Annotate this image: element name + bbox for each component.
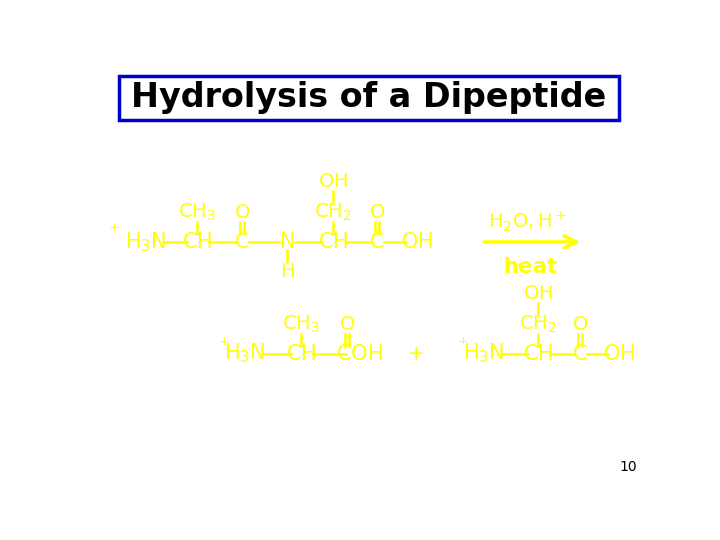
Text: $\mathregular{O}$: $\mathregular{O}$ — [234, 203, 250, 222]
Text: $\mathregular{CH_2}$: $\mathregular{CH_2}$ — [519, 314, 557, 335]
Text: $\mathregular{H_3N}$: $\mathregular{H_3N}$ — [463, 342, 504, 366]
Text: $\mathregular{CH}$: $\mathregular{CH}$ — [182, 232, 212, 252]
Text: $\mathregular{CH}$: $\mathregular{CH}$ — [523, 343, 553, 363]
Text: $\mathregular{CH_2}$: $\mathregular{CH_2}$ — [315, 202, 352, 224]
Text: $\mathbf{heat}$: $\mathbf{heat}$ — [503, 256, 557, 276]
Text: $^+$: $^+$ — [455, 335, 469, 353]
Text: $\mathregular{C}$: $\mathregular{C}$ — [234, 232, 250, 252]
Text: $\mathregular{OH}$: $\mathregular{OH}$ — [318, 172, 348, 191]
Text: Hydrolysis of a Dipeptide: Hydrolysis of a Dipeptide — [131, 82, 607, 114]
Text: $+$: $+$ — [406, 343, 425, 363]
Text: $^+$: $^+$ — [107, 222, 120, 240]
Text: $\mathregular{OH}$: $\mathregular{OH}$ — [523, 284, 553, 303]
Text: $\mathregular{COH}$: $\mathregular{COH}$ — [336, 343, 383, 363]
Text: $\mathregular{H_3N}$: $\mathregular{H_3N}$ — [225, 342, 266, 366]
Text: $\mathregular{O}$: $\mathregular{O}$ — [369, 203, 385, 222]
FancyBboxPatch shape — [120, 76, 618, 120]
Text: $\mathregular{CH}$: $\mathregular{CH}$ — [286, 343, 316, 363]
Text: $\mathregular{CH_3}$: $\mathregular{CH_3}$ — [178, 202, 216, 224]
Text: $\mathregular{CH_3}$: $\mathregular{CH_3}$ — [282, 314, 320, 335]
Text: $^+$: $^+$ — [217, 335, 230, 353]
Text: $\mathregular{N}$: $\mathregular{N}$ — [279, 232, 294, 252]
Text: $\mathregular{OH}$: $\mathregular{OH}$ — [401, 232, 433, 252]
Text: $\mathregular{OH}$: $\mathregular{OH}$ — [603, 343, 634, 363]
Text: $\mathregular{O}$: $\mathregular{O}$ — [339, 315, 356, 334]
Text: $\mathregular{CH}$: $\mathregular{CH}$ — [318, 232, 348, 252]
Text: $\mathregular{H_3N}$: $\mathregular{H_3N}$ — [125, 230, 166, 254]
Text: $\mathregular{O}$: $\mathregular{O}$ — [572, 315, 588, 334]
Text: $\mathregular{H}$: $\mathregular{H}$ — [279, 262, 294, 281]
Text: 10: 10 — [619, 461, 637, 475]
Text: $\mathregular{C}$: $\mathregular{C}$ — [369, 232, 384, 252]
Text: $\mathregular{H_2O, H^+}$: $\mathregular{H_2O, H^+}$ — [488, 210, 567, 234]
Text: $\mathregular{C}$: $\mathregular{C}$ — [572, 343, 588, 363]
